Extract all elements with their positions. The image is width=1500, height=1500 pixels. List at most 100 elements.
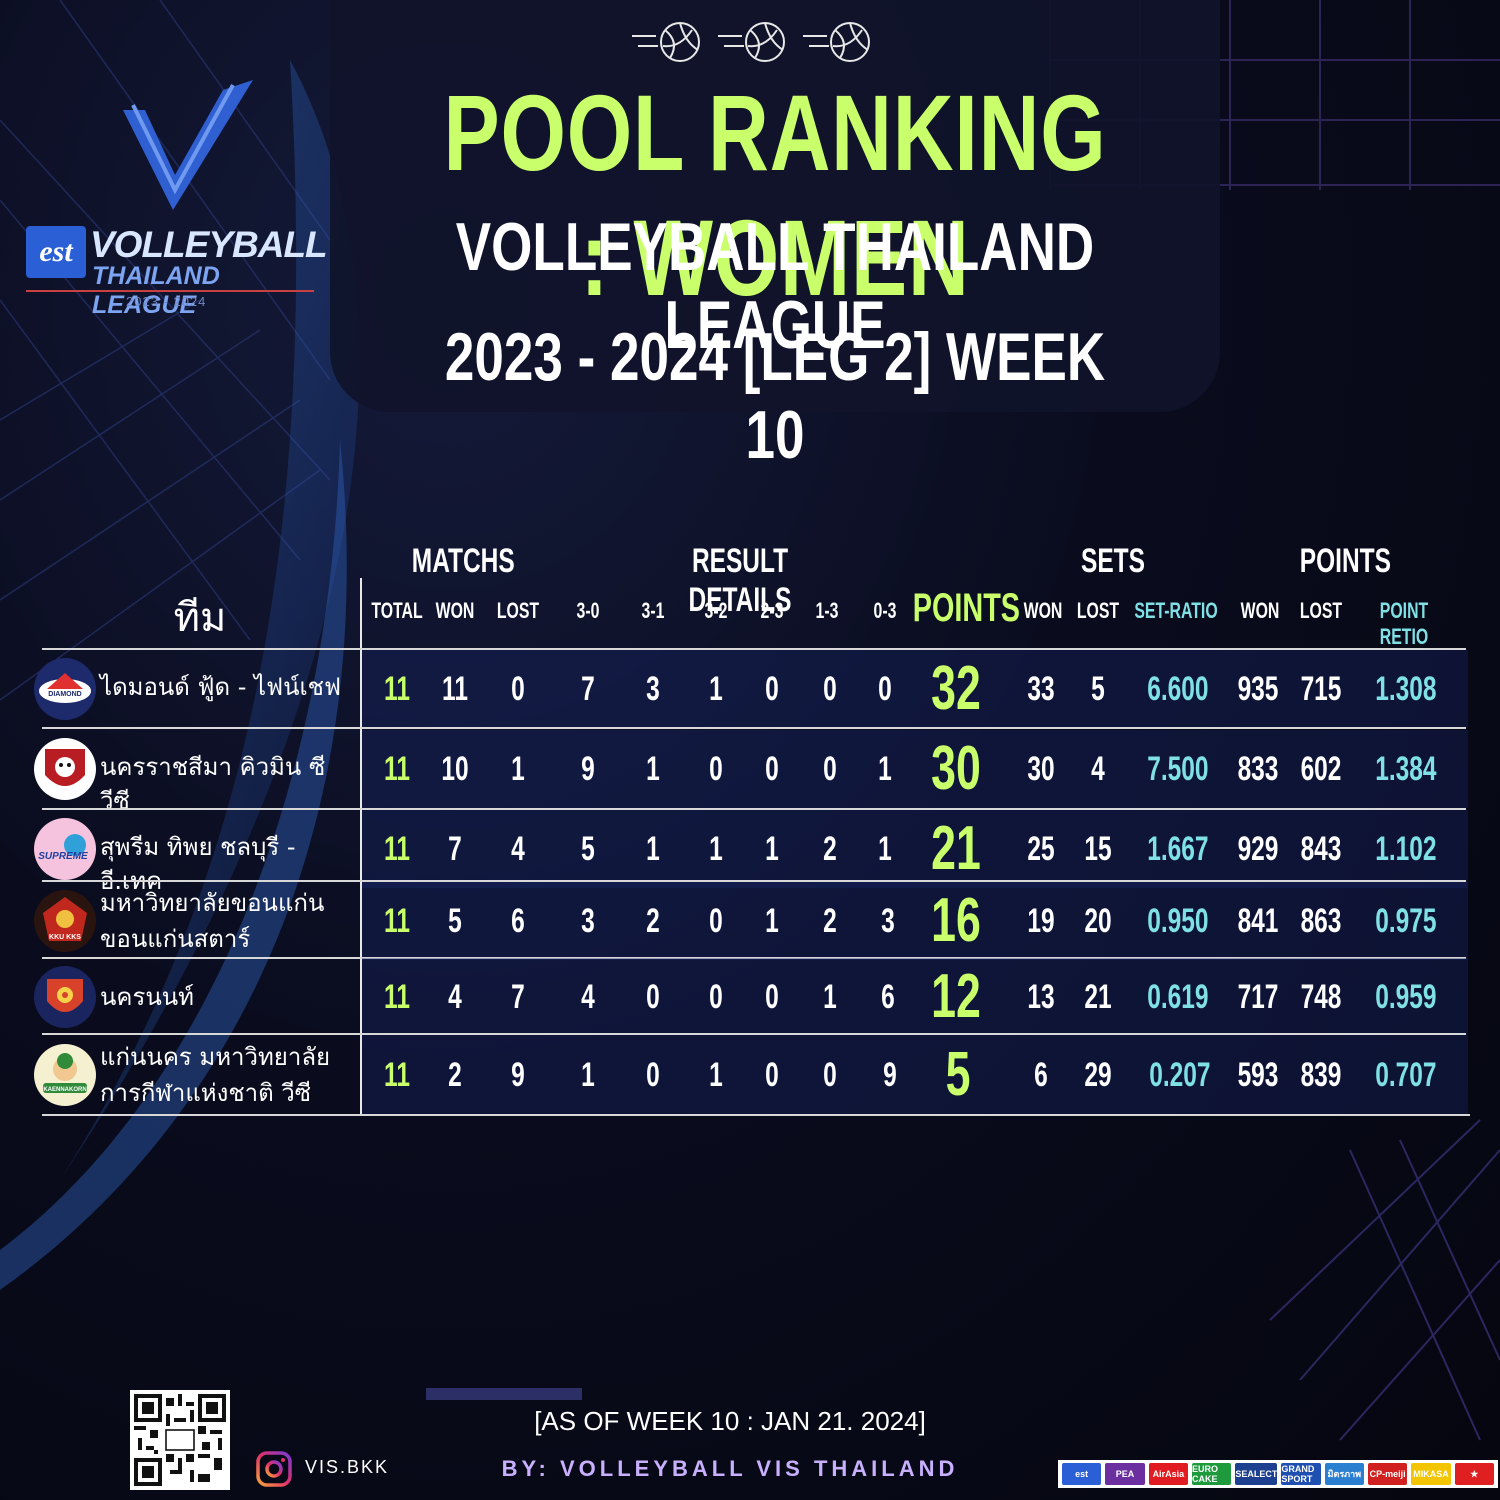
col-header-sets-lost: LOST [1076, 598, 1120, 623]
col-header-0-3: 0-3 [873, 598, 897, 623]
cell-total: 11 [384, 670, 410, 708]
cell-sets-lost: 15 [1084, 830, 1112, 868]
sponsor-logo: MIKASA [1411, 1463, 1451, 1485]
cell-pts-lost: 863 [1300, 902, 1342, 940]
cell-won: 4 [448, 978, 462, 1016]
cell-3-2: 0 [709, 978, 723, 1016]
team-name-line2: การกีฬาแห่งชาติ วีซี [100, 1079, 312, 1107]
instagram-icon[interactable] [255, 1450, 293, 1488]
col-header-3-1: 3-1 [641, 598, 665, 623]
cell-3-2: 0 [709, 902, 723, 940]
cell-point-ratio: 1.102 [1375, 830, 1437, 868]
cell-won: 7 [448, 830, 462, 868]
sponsor-logo: ★ [1454, 1463, 1494, 1485]
cell-2-3: 0 [765, 750, 779, 788]
cell-1-3: 0 [823, 1056, 837, 1094]
col-header-pts-lost: LOST [1299, 598, 1343, 623]
cell-sets-lost: 5 [1091, 670, 1105, 708]
cell-point-ratio: 0.975 [1375, 902, 1437, 940]
cell-won: 5 [448, 902, 462, 940]
logo-line2: THAILAND LEAGUE [92, 262, 220, 319]
row-divider [42, 880, 1466, 882]
team-logo-icon: DIAMOND [34, 658, 96, 720]
cell-0-3: 1 [878, 750, 892, 788]
row-divider [42, 808, 1466, 810]
row-divider [42, 1114, 1470, 1116]
cell-3-0: 3 [581, 902, 595, 940]
cell-total: 11 [384, 978, 410, 1016]
cell-sets-won: 13 [1027, 978, 1055, 1016]
cell-sets-won: 25 [1027, 830, 1055, 868]
cell-total: 11 [384, 1056, 410, 1094]
cell-total: 11 [384, 902, 410, 940]
qr-code[interactable] [130, 1390, 230, 1490]
team-logo-icon: KAENNAKORN [34, 1044, 96, 1106]
row-divider [42, 727, 1466, 729]
cell-pts-lost: 602 [1300, 750, 1342, 788]
team-name: นครนนท์ [100, 983, 194, 1011]
team-column-divider [360, 578, 362, 1116]
sponsor-logo: EURO CAKE [1191, 1463, 1232, 1485]
col-header-pts-won: WON [1240, 598, 1280, 623]
cell-0-3: 9 [883, 1056, 897, 1094]
cell-sets-won: 6 [1034, 1056, 1048, 1094]
table-row: KAENNAKORN แก่นนคร มหาวิทยาลัย การกีฬาแห… [0, 1036, 1500, 1114]
est-badge: est [26, 226, 86, 278]
header-panel [330, 0, 1220, 412]
group-header-sets: SETS [1081, 542, 1145, 580]
as-of-date: [AS OF WEEK 10 : JAN 21. 2024] [534, 1406, 926, 1436]
col-header-points: POINTS [912, 586, 1021, 630]
cell-lost: 4 [511, 830, 525, 868]
cell-2-3: 0 [765, 978, 779, 1016]
row-divider [42, 957, 1466, 959]
cell-pts-won: 841 [1237, 902, 1279, 940]
cell-2-3: 0 [765, 1056, 779, 1094]
cell-sets-won: 33 [1027, 670, 1055, 708]
cell-0-3: 3 [881, 902, 895, 940]
cell-3-2: 1 [709, 670, 723, 708]
row-divider [42, 648, 1466, 650]
cell-3-2: 0 [709, 750, 723, 788]
cell-1-3: 1 [823, 978, 837, 1016]
group-header-matchs: MATCHS [411, 542, 515, 580]
team-column-header: ทีม [173, 595, 227, 641]
cell-2-3: 1 [765, 830, 779, 868]
team-name: มหาวิทยาลัยขอนแก่น [100, 889, 325, 917]
sponsor-logo: CP-meiji [1367, 1463, 1408, 1485]
cell-3-1: 1 [646, 830, 660, 868]
team-logo-icon [34, 966, 96, 1028]
cell-won: 2 [448, 1056, 462, 1094]
col-header-3-2: 3-2 [704, 598, 728, 623]
col-header-2-3: 2-3 [760, 598, 784, 623]
cell-pts-won: 833 [1237, 750, 1279, 788]
sponsor-logo: PEA [1105, 1463, 1145, 1485]
league-name: VOLLEYBALL THAILAND LEAGUE [455, 209, 1095, 363]
cell-points: 12 [931, 962, 981, 1031]
instagram-handle[interactable]: VIS.BKK [305, 1457, 390, 1477]
cell-point-ratio: 0.707 [1375, 1056, 1437, 1094]
col-header-sets-won: WON [1023, 598, 1063, 623]
table-row: DIAMOND ไดมอนด์ ฟู้ด - ไฟน์เชฟ 11 11 0 7… [0, 650, 1500, 728]
league-logo: est VOLLEYBALL THAILAND LEAGUE 2023 - 20… [18, 80, 328, 320]
cell-pts-won: 593 [1237, 1056, 1279, 1094]
cell-set-ratio: 7.500 [1147, 750, 1209, 788]
cell-1-3: 0 [823, 750, 837, 788]
cell-0-3: 6 [881, 978, 895, 1016]
cell-lost: 9 [511, 1056, 525, 1094]
table-row: SUPREME สุพรีม ทิพย ชลบุรี - อี.เทค 11 7… [0, 810, 1500, 895]
cell-sets-lost: 21 [1084, 978, 1112, 1016]
table-row: นครนนท์ 11 4 7 4 0 0 0 1 6 12 13 21 0.61… [0, 958, 1500, 1036]
team-name: แก่นนคร มหาวิทยาลัย [100, 1043, 331, 1071]
group-header-points: POINTS [1299, 542, 1391, 580]
svg-text:KKU KKS: KKU KKS [49, 934, 81, 941]
cell-lost: 6 [511, 902, 525, 940]
cell-2-3: 1 [765, 902, 779, 940]
team-name: นครราชสีมา คิวมิน ซี วีซี [100, 753, 326, 815]
sponsor-strip: est PEA AirAsia EURO CAKE SEALECT GRAND … [1058, 1460, 1498, 1488]
cell-points: 30 [931, 734, 981, 803]
team-name: สุพรีม ทิพย ชลบุรี - อี.เทค [100, 833, 296, 895]
sponsor-logo: est [1062, 1463, 1102, 1485]
col-header-won: WON [435, 598, 475, 623]
svg-text:KAENNAKORN: KAENNAKORN [43, 1087, 86, 1093]
